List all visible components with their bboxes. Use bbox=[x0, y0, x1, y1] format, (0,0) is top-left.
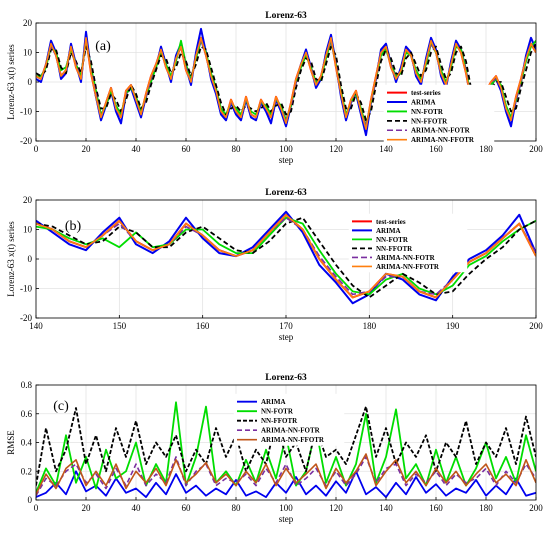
legend-label: ARIMA-NN-FFOTR bbox=[411, 136, 475, 144]
x-tick-label: 180 bbox=[363, 321, 377, 331]
x-tick-label: 170 bbox=[279, 321, 293, 331]
legend: test-seriesARIMANN-FOTRNN-FFOTRARIMA-NN-… bbox=[348, 213, 468, 273]
x-tick-label: 190 bbox=[446, 321, 460, 331]
legend-label: NN-FFOTR bbox=[376, 245, 413, 253]
legend-box bbox=[348, 213, 468, 273]
x-axis-label: step bbox=[279, 332, 294, 342]
series-line-arima bbox=[36, 470, 536, 498]
chart-title: Lorenz-63 bbox=[265, 373, 307, 383]
x-tick-label: 200 bbox=[529, 321, 543, 331]
x-tick-label: 20 bbox=[82, 503, 92, 513]
legend-label: ARIMA-NN-FOTR bbox=[376, 254, 436, 262]
x-tick-label: 160 bbox=[196, 321, 210, 331]
legend-label: ARIMA bbox=[261, 398, 286, 406]
y-tick-label: 20 bbox=[23, 18, 33, 28]
x-tick-label: 0 bbox=[34, 503, 39, 513]
x-tick-label: 40 bbox=[132, 144, 142, 154]
legend-label: ARIMA-NN-FOTR bbox=[261, 427, 321, 435]
x-tick-label: 150 bbox=[113, 321, 127, 331]
y-tick-label: 0.2 bbox=[21, 466, 32, 476]
series-line-arima-nn-ffotr bbox=[36, 37, 536, 130]
series-line-arima bbox=[36, 210, 536, 305]
chart-panel: 0 20 40 60 80 100 120 140 160 180 200 0 0.2 0.4 0.6 0.8… bbox=[6, 373, 543, 524]
legend-label: NN-FOTR bbox=[376, 236, 409, 244]
x-tick-label: 140 bbox=[379, 144, 393, 154]
x-tick-label: 60 bbox=[182, 144, 192, 154]
y-tick-label: 0 bbox=[28, 495, 33, 505]
x-tick-label: 120 bbox=[329, 144, 343, 154]
x-tick-label: 200 bbox=[529, 503, 543, 513]
x-tick-label: 100 bbox=[279, 503, 293, 513]
x-tick-label: 0 bbox=[34, 144, 39, 154]
chart-panel: 0 20 40 60 80 100 120 140 160 180 200 -20 -10 0 10 20 Lo… bbox=[6, 11, 543, 165]
legend-label: NN-FOTR bbox=[411, 108, 444, 116]
legend-box bbox=[383, 84, 495, 146]
panel-label: (b) bbox=[65, 219, 82, 234]
y-tick-label: 0 bbox=[28, 254, 33, 264]
series-group bbox=[36, 27, 536, 137]
series-line-arima-nn-ffotr bbox=[36, 214, 536, 299]
x-tick-label: 140 bbox=[29, 321, 43, 331]
series-line-nn-fotr bbox=[36, 216, 536, 296]
series-line-nn-ffotr bbox=[36, 405, 536, 486]
x-tick-label: 120 bbox=[329, 503, 343, 513]
series-line-nn-ffotr bbox=[36, 216, 536, 299]
legend-label: test-series bbox=[376, 218, 406, 226]
legend-label: NN-FFOTR bbox=[411, 117, 448, 125]
legend-label: test-series bbox=[411, 89, 441, 97]
x-tick-label: 100 bbox=[279, 144, 293, 154]
series-line-arima-nn-ffotr bbox=[36, 453, 536, 495]
x-tick-label: 140 bbox=[379, 503, 393, 513]
y-axis-label: RMSE bbox=[6, 430, 16, 455]
y-axis-label: Lorenz-63 x(t) series bbox=[6, 221, 16, 297]
y-tick-label: -20 bbox=[20, 313, 32, 323]
panel-label: (a) bbox=[95, 39, 111, 54]
y-tick-label: 10 bbox=[23, 225, 33, 235]
x-tick-label: 20 bbox=[82, 144, 92, 154]
x-axis-label: step bbox=[279, 155, 294, 165]
legend-label: NN-FOTR bbox=[261, 408, 294, 416]
chart-title: Lorenz-63 bbox=[265, 188, 307, 198]
chart-title: Lorenz-63 bbox=[265, 11, 307, 21]
x-tick-label: 180 bbox=[479, 503, 493, 513]
series-line-nn-ffotr bbox=[36, 43, 536, 122]
y-tick-label: -20 bbox=[20, 136, 32, 146]
panel-label: (c) bbox=[53, 399, 69, 414]
legend-label: ARIMA-NN-FFOTR bbox=[376, 263, 440, 271]
series-line-arima-nn-fotr bbox=[36, 456, 536, 497]
y-axis-label: Lorenz-63 x(t) series bbox=[6, 44, 16, 120]
y-tick-label: 0 bbox=[28, 77, 33, 87]
y-tick-label: 0.6 bbox=[21, 409, 33, 419]
y-tick-label: -10 bbox=[20, 107, 32, 117]
x-tick-label: 180 bbox=[479, 144, 493, 154]
y-tick-label: 20 bbox=[23, 195, 33, 205]
legend-label: ARIMA bbox=[411, 99, 436, 107]
x-tick-label: 200 bbox=[529, 144, 543, 154]
x-tick-label: 40 bbox=[132, 503, 142, 513]
series-group bbox=[36, 210, 536, 305]
y-tick-label: 0.4 bbox=[21, 438, 33, 448]
x-tick-label: 80 bbox=[232, 503, 242, 513]
legend-label: ARIMA-NN-FFOTR bbox=[261, 436, 325, 444]
chart-panel: 140 150 160 170 180 190 200 -20 -10 0 10 20 Lorenz-6… bbox=[6, 188, 543, 342]
legend-label: NN-FFOTR bbox=[261, 417, 298, 425]
y-tick-label: 0.8 bbox=[21, 380, 33, 390]
x-axis-label: step bbox=[279, 514, 294, 524]
y-tick-label: -10 bbox=[20, 284, 32, 294]
x-tick-label: 160 bbox=[429, 144, 443, 154]
legend-label: ARIMA bbox=[376, 227, 401, 235]
legend-label: ARIMA-NN-FOTR bbox=[411, 127, 471, 135]
x-tick-label: 160 bbox=[429, 503, 443, 513]
x-tick-label: 60 bbox=[182, 503, 192, 513]
y-tick-label: 10 bbox=[23, 48, 33, 58]
x-tick-label: 80 bbox=[232, 144, 242, 154]
